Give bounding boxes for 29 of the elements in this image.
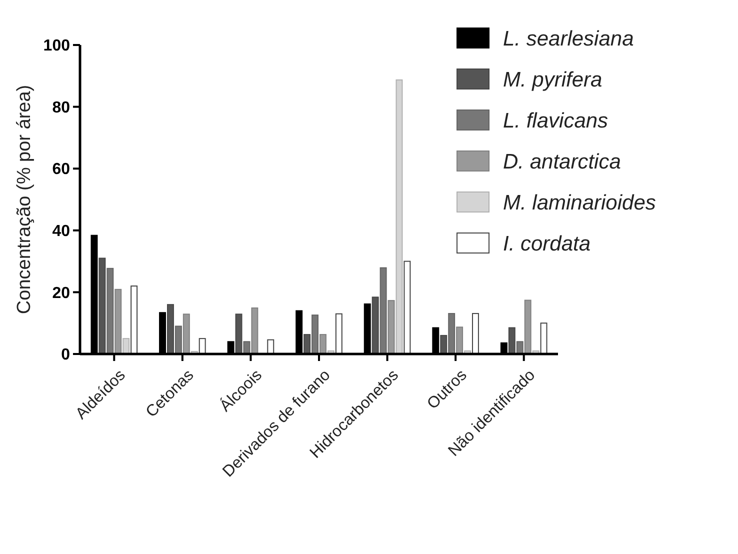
bar bbox=[122, 338, 130, 354]
bar bbox=[267, 339, 274, 354]
legend-label: M. laminarioides bbox=[503, 191, 656, 214]
bar bbox=[166, 304, 174, 354]
legend-label: L. searlesiana bbox=[503, 27, 634, 50]
bar bbox=[130, 286, 138, 354]
bar bbox=[440, 334, 448, 354]
y-tick-label: 0 bbox=[61, 346, 70, 364]
y-tick-label: 100 bbox=[43, 38, 70, 55]
y-axis-title: Concentração (% por área) bbox=[14, 84, 35, 314]
bar bbox=[372, 296, 379, 354]
bar bbox=[335, 313, 342, 354]
legend-label: L. flavicans bbox=[503, 109, 609, 132]
bar bbox=[508, 327, 516, 354]
legend-label: M. pyrifera bbox=[503, 68, 602, 92]
bar bbox=[540, 322, 548, 354]
bar bbox=[98, 258, 106, 354]
legend-label: D. antarctica bbox=[503, 150, 621, 174]
y-tick-label: 20 bbox=[52, 284, 70, 302]
bar bbox=[472, 313, 479, 354]
bar bbox=[404, 260, 411, 354]
y-tick-label: 60 bbox=[52, 161, 70, 178]
bar bbox=[235, 314, 242, 354]
bar bbox=[396, 79, 403, 354]
y-tick-label: 80 bbox=[52, 99, 70, 116]
y-tick-label: 40 bbox=[52, 223, 70, 240]
bar bbox=[304, 334, 311, 354]
legend-label: I. cordata bbox=[503, 232, 591, 256]
bar bbox=[198, 338, 206, 354]
